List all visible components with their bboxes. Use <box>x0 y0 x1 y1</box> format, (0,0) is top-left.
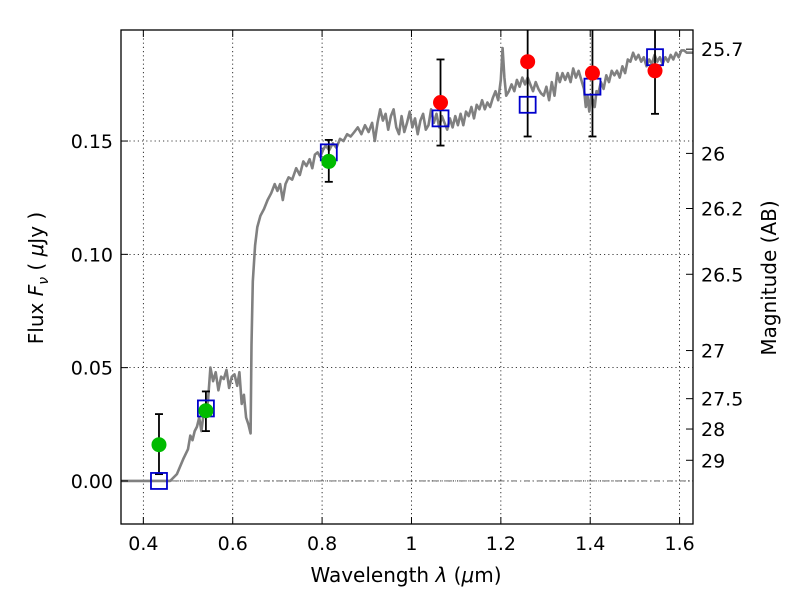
x-tick-label: 0.4 <box>128 533 158 555</box>
y-axis-label-suffix: ( <box>24 256 48 277</box>
y-axis-label-nu: ν <box>36 277 52 285</box>
red-observed-point <box>433 95 449 111</box>
y-tick-label: 0.00 <box>71 471 113 493</box>
model-sed-line <box>121 46 693 483</box>
green-observed-point <box>151 437 167 453</box>
magnitude-tick-label: 26.2 <box>701 199 743 221</box>
x-tick-label: 0.8 <box>307 533 337 555</box>
magnitude-tick-label: 26 <box>701 143 725 165</box>
x-tick-label: 1.4 <box>575 533 605 555</box>
y-axis-label-prefix: Flux <box>24 296 48 344</box>
error-bars <box>154 30 660 476</box>
y-axis-label: Flux Fν ( μJy ) <box>24 212 52 344</box>
green-observed-point <box>321 153 337 169</box>
magnitude-axis-label: Magnitude (AB) <box>757 200 781 355</box>
y-tick-label: 0.05 <box>71 358 113 380</box>
x-axis-label-lambda: λ <box>434 563 447 587</box>
red-observed-point <box>520 54 536 70</box>
x-tick-label: 1 <box>405 533 417 555</box>
x-tick-label: 1.2 <box>486 533 516 555</box>
magnitude-tick-label: 28 <box>701 419 725 441</box>
model-photometry-box <box>518 95 537 114</box>
y-axis-label-mu: μ <box>24 244 48 258</box>
model-photometry-box <box>150 472 168 490</box>
grid-lines <box>121 30 693 524</box>
model-photometry-series <box>150 48 664 490</box>
x-axis-label-mu: μ <box>460 563 474 587</box>
magnitude-tick-label: 26.5 <box>701 264 743 286</box>
x-axis-label-suffix: ( <box>447 563 461 587</box>
x-tick-label: 1.6 <box>664 533 694 555</box>
x-axis-label-unit: m) <box>474 563 501 587</box>
magnitude-tick-label: 27 <box>701 341 725 363</box>
y-tick-label: 0.10 <box>71 244 113 266</box>
magnitude-tick-label: 29 <box>701 450 725 472</box>
red-observed-point <box>584 65 600 81</box>
y-axis-label-unit: Jy ) <box>24 212 48 246</box>
observed-photometry-series <box>151 54 663 453</box>
model-photometry-box <box>431 109 450 128</box>
magnitude-tick-label: 25.7 <box>701 39 743 61</box>
red-observed-point <box>647 63 663 79</box>
y-axis-label-f: F <box>24 284 48 296</box>
axis-ticks: 0.4 0.6 0.8 1 1.2 1.4 1.6 0.00 0.05 0.10 0.15 25.7 2… <box>71 30 743 555</box>
y-tick-label: 0.15 <box>71 131 113 153</box>
x-axis-label-prefix: Wavelength <box>310 563 435 587</box>
x-tick-label: 0.6 <box>218 533 248 555</box>
model-sed-series <box>121 46 693 483</box>
plot-frame <box>120 29 694 525</box>
green-observed-point <box>198 403 214 419</box>
magnitude-tick-label: 27.5 <box>701 389 743 411</box>
x-axis-label: Wavelength λ (μm) <box>310 563 501 587</box>
